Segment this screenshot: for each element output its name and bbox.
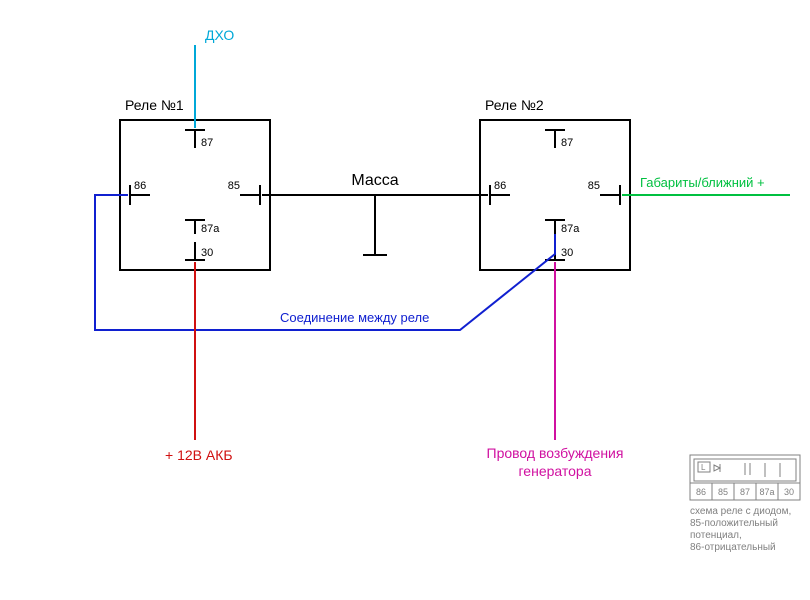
legend-pin: 30: [784, 487, 794, 497]
pin-87: 87: [561, 137, 573, 149]
relay-title: Реле №1: [125, 97, 184, 113]
legend-pin: 85: [718, 487, 728, 497]
pin-85: 85: [228, 180, 240, 192]
pin-87a: 87a: [201, 223, 220, 235]
pin-87a: 87a: [561, 223, 580, 235]
label-dho: ДХО: [205, 27, 234, 43]
label-generator-2: генератора: [519, 463, 592, 479]
legend-text-1: схема реле с диодом,: [690, 506, 791, 517]
svg-text:L: L: [701, 463, 706, 472]
label-12v: + 12В АКБ: [165, 447, 233, 463]
legend-text-4: 86-отрицательный: [690, 542, 776, 553]
relay-title: Реле №2: [485, 97, 544, 113]
pin-87: 87: [201, 137, 213, 149]
relay-wiring-diagram: Реле №1 87 86 85 87a 30 Реле №2 87 86 85 87a 30 ДХО М…: [0, 0, 810, 600]
pin-30: 30: [561, 247, 573, 259]
pin-86: 86: [134, 180, 146, 192]
legend-pin: 86: [696, 487, 706, 497]
legend-pin: 87: [740, 487, 750, 497]
pin-30: 30: [201, 247, 213, 259]
label-generator-1: Провод возбуждения: [487, 445, 624, 461]
legend-pin: 87а: [759, 487, 774, 497]
label-gabarity: Габариты/ближний +: [640, 175, 765, 190]
label-massa: Масса: [351, 172, 398, 189]
legend-text-3: потенциал,: [690, 530, 742, 541]
label-connection: Соединение между реле: [280, 310, 429, 325]
pin-85: 85: [588, 180, 600, 192]
legend-text-2: 85-положительный: [690, 518, 778, 529]
pin-86: 86: [494, 180, 506, 192]
